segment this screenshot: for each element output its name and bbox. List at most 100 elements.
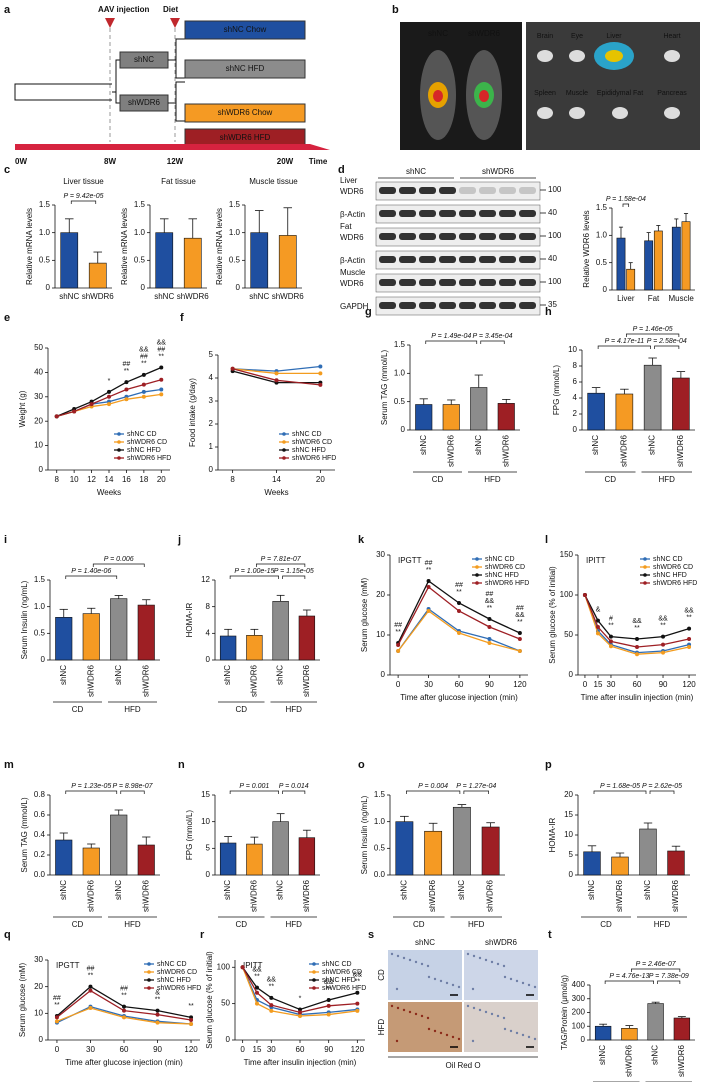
x-tick-label: 0 xyxy=(240,1045,245,1054)
p-value: P = 8.98e-07 xyxy=(112,783,153,790)
texture xyxy=(509,977,513,981)
band xyxy=(379,233,396,240)
bar xyxy=(681,221,691,291)
x-tick-label: shNC xyxy=(276,665,285,685)
y-axis-label: Relative WDR6 levels xyxy=(582,210,591,287)
time-label: 8W xyxy=(104,157,116,166)
organ-label: Epididymal Fat xyxy=(597,90,643,97)
protein-label: WDR6 xyxy=(340,233,364,242)
band xyxy=(419,210,436,217)
significance: * xyxy=(108,378,111,385)
band xyxy=(459,187,476,194)
series-line xyxy=(584,594,690,648)
x-tick-label: 8 xyxy=(54,475,59,484)
texture xyxy=(457,1037,461,1041)
group-label: CD xyxy=(600,920,612,929)
bar xyxy=(137,844,155,876)
x-tick-label: shWDR6 xyxy=(671,879,680,912)
p-value: P = 9.42e-05 xyxy=(63,193,103,200)
bar xyxy=(442,404,460,431)
point xyxy=(608,634,613,639)
y-tick-label: 0 xyxy=(581,1035,586,1044)
y-axis-label: Serum glucose (% of initial) xyxy=(548,566,557,664)
band xyxy=(439,302,456,309)
band xyxy=(519,279,536,286)
texture xyxy=(402,1008,406,1012)
time-label: 20W xyxy=(277,157,294,166)
point xyxy=(122,1004,126,1009)
significance: ** xyxy=(269,984,275,991)
band xyxy=(499,256,516,263)
legend-marker xyxy=(312,978,316,982)
significance: && xyxy=(632,618,642,625)
texture xyxy=(471,1039,475,1043)
significance: ## xyxy=(394,622,402,629)
x-tick-label: shNC xyxy=(59,292,79,301)
point xyxy=(396,643,401,647)
point xyxy=(107,389,111,394)
x-axis-label: Time after glucose injection (min) xyxy=(400,693,518,702)
band xyxy=(479,187,496,194)
texture xyxy=(439,1031,443,1035)
texture xyxy=(457,985,461,989)
point xyxy=(189,1022,194,1026)
diet-box xyxy=(184,20,306,40)
y-tick-label: 6 xyxy=(573,377,578,386)
texture xyxy=(390,1004,394,1008)
y-axis-label: Relative mRNA levels xyxy=(25,208,34,285)
significance: ** xyxy=(121,993,127,1000)
y-tick-label: 10 xyxy=(34,441,43,450)
panel-label: q xyxy=(4,929,11,941)
band xyxy=(459,279,476,286)
legend-marker xyxy=(117,448,121,452)
legend-label: shNC HFD xyxy=(322,977,356,984)
bar xyxy=(621,1028,638,1041)
bar xyxy=(55,617,73,661)
bracket xyxy=(597,345,651,349)
x-tick-label: shNC xyxy=(643,880,652,900)
x-tick-label: shNC xyxy=(587,880,596,900)
texture xyxy=(414,1012,418,1016)
significance: && xyxy=(139,347,149,354)
y-tick-label: 1.5 xyxy=(229,200,241,209)
group-label: shNC xyxy=(134,55,154,64)
band xyxy=(379,302,396,309)
x-tick-label: 60 xyxy=(296,1045,305,1054)
connector xyxy=(112,59,120,104)
bar xyxy=(481,826,500,876)
group-label: HFD xyxy=(654,920,671,929)
x-tick-label: 15 xyxy=(253,1045,262,1054)
y-axis-label: Relative mRNA levels xyxy=(120,208,129,285)
texture xyxy=(496,1014,500,1018)
x-tick-label: 60 xyxy=(120,1045,129,1054)
point xyxy=(88,1006,93,1010)
y-tick-label: 100 xyxy=(217,962,231,971)
y-tick-label: 1.0 xyxy=(596,230,608,239)
legend-marker xyxy=(475,581,479,585)
point xyxy=(54,1019,59,1024)
bar xyxy=(470,387,488,431)
point xyxy=(298,1014,302,1018)
panel-label: p xyxy=(545,759,552,771)
legend-label: shNC HFD xyxy=(127,447,161,454)
y-tick-label: 0.6 xyxy=(34,810,46,819)
x-tick-label: 12 xyxy=(87,475,96,484)
p-value: P = 0.014 xyxy=(279,783,309,790)
y-tick-label: 8 xyxy=(206,602,211,611)
x-tick-label: Muscle xyxy=(668,294,694,303)
histology xyxy=(388,1002,462,1052)
event-marker xyxy=(170,18,180,28)
point xyxy=(487,641,492,645)
p-value: P = 1.49e-04 xyxy=(431,333,471,340)
significance: ## xyxy=(157,346,165,353)
y-tick-label: 5 xyxy=(206,843,211,852)
band xyxy=(479,279,496,286)
legend-marker xyxy=(147,962,151,966)
significance: ## xyxy=(120,986,128,993)
y-tick-label: 300 xyxy=(572,994,586,1003)
x-tick-label: shWDR6 xyxy=(428,879,437,912)
histology xyxy=(388,950,462,1000)
legend-label: shWDR6 HFD xyxy=(485,580,529,587)
bracket xyxy=(425,340,478,344)
bar xyxy=(673,1017,691,1041)
